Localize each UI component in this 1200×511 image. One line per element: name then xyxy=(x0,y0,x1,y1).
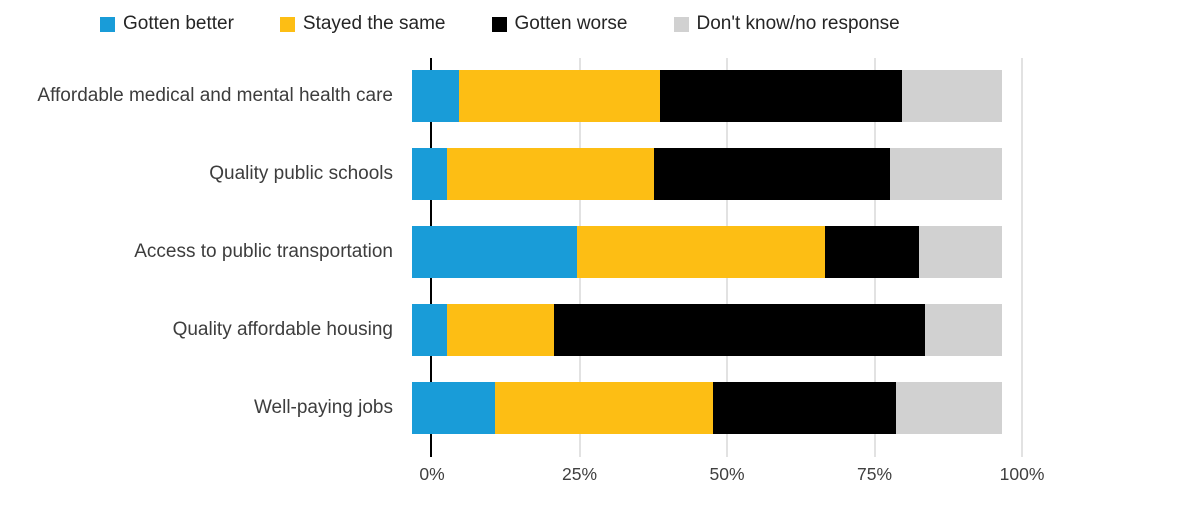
bar-segment-don-t-know-no-response xyxy=(901,70,1002,122)
chart-row-quality-public-schools: Quality public schools xyxy=(0,148,1022,200)
bar-segment-gotten-better xyxy=(412,304,448,356)
bar-track xyxy=(412,304,1002,356)
x-tick-label-100: 100% xyxy=(999,464,1045,484)
chart-row-affordable-medical-and-mental-health-care: Affordable medical and mental health car… xyxy=(0,70,1022,122)
bar-track xyxy=(412,382,1002,434)
category-label: Well-paying jobs xyxy=(253,397,393,418)
bar-track xyxy=(412,148,1002,200)
bar-segment-gotten-better xyxy=(412,226,578,278)
bar-segment-gotten-worse xyxy=(659,70,902,122)
bar-segment-don-t-know-no-response xyxy=(925,304,1002,356)
x-tick-label-25: 25% xyxy=(561,464,598,484)
legend-item-stayed-the-same: Stayed the same xyxy=(279,13,446,35)
chart-row-well-paying-jobs: Well-paying jobs xyxy=(0,382,1022,434)
legend-swatch-icon xyxy=(100,16,115,32)
legend-swatch-icon xyxy=(673,16,689,32)
bar-segment-gotten-worse xyxy=(653,148,890,200)
chart-row-quality-affordable-housing: Quality affordable housing xyxy=(0,304,1022,356)
bar-track xyxy=(412,70,1002,122)
legend-swatch-icon xyxy=(279,16,295,32)
bar-segment-gotten-worse xyxy=(712,382,896,434)
x-tick-label-50: 50% xyxy=(709,464,745,484)
legend-item-gotten-worse: Gotten worse xyxy=(491,13,628,35)
bar-segment-don-t-know-no-response xyxy=(889,148,1002,200)
category-label: Quality affordable housing xyxy=(172,319,393,340)
chart-row-access-to-public-transportation: Access to public transportation xyxy=(0,226,1022,278)
plot-area: Affordable medical and mental health car… xyxy=(0,58,1040,457)
legend-item-don-t-know-no-response: Don't know/no response xyxy=(673,13,900,35)
bar-segment-gotten-worse xyxy=(553,304,926,356)
category-label: Quality public schools xyxy=(209,163,393,184)
category-label: Access to public transportation xyxy=(134,241,393,262)
bar-segment-don-t-know-no-response xyxy=(895,382,1002,434)
chart-legend: Gotten better Stayed the same Gotten worse… xyxy=(100,13,900,35)
bar-segment-stayed-the-same xyxy=(577,226,825,278)
legend-label: Stayed the same xyxy=(302,13,446,34)
x-tick-label-0: 0% xyxy=(419,464,445,484)
bar-segment-gotten-better xyxy=(412,382,495,434)
legend-swatch-icon xyxy=(491,16,507,32)
category-label: Affordable medical and mental health car… xyxy=(37,85,393,106)
bar-segment-stayed-the-same xyxy=(494,382,713,434)
gridline-100 xyxy=(1021,58,1023,457)
legend-label: Gotten worse xyxy=(514,13,628,34)
bar-segment-stayed-the-same xyxy=(459,70,660,122)
bar-segment-don-t-know-no-response xyxy=(919,226,1002,278)
bar-rows: Affordable medical and mental health car… xyxy=(0,70,1022,434)
legend-label: Gotten better xyxy=(123,13,234,34)
bar-segment-gotten-better xyxy=(412,148,448,200)
x-axis: 0% 25% 50% 75% 100% xyxy=(419,464,1044,494)
bar-segment-stayed-the-same xyxy=(447,148,654,200)
bar-track xyxy=(412,226,1002,278)
bar-segment-stayed-the-same xyxy=(447,304,554,356)
legend-item-gotten-better: Gotten better xyxy=(100,13,234,35)
legend-label: Don't know/no response xyxy=(696,13,900,34)
x-tick-label-75: 75% xyxy=(856,464,893,484)
bar-segment-gotten-better xyxy=(412,70,460,122)
bar-segment-gotten-worse xyxy=(824,226,920,278)
